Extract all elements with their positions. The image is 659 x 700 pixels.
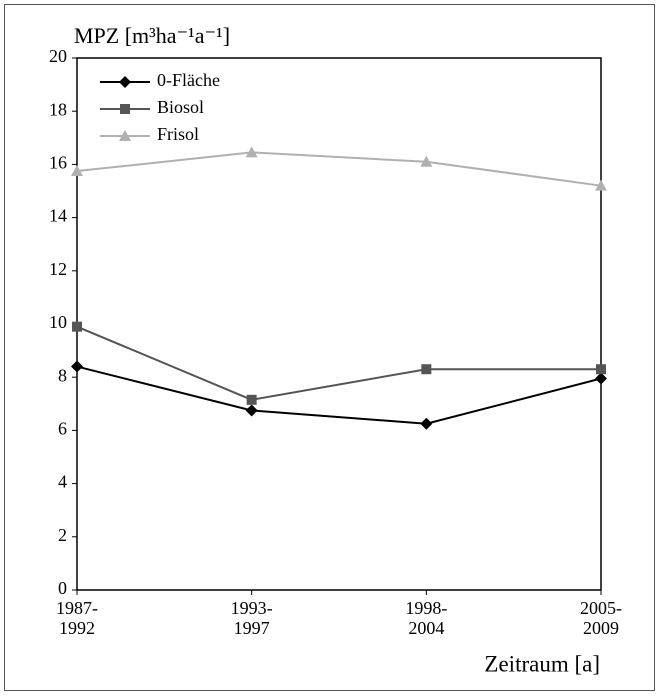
data-point: [421, 364, 432, 375]
legend-marker: [120, 104, 130, 114]
data-point: [72, 321, 82, 332]
legend-label: 0-Fläche: [157, 70, 220, 90]
y-tick-label: 12: [49, 259, 67, 279]
y-tick-label: 16: [49, 153, 67, 173]
x-tick-label: 2005-2009: [580, 598, 622, 638]
y-tick-label: 4: [58, 472, 67, 492]
legend-marker: [119, 130, 131, 141]
data-point: [420, 417, 433, 430]
frame: [4, 4, 655, 691]
data-point: [596, 364, 606, 375]
y-tick-label: 2: [58, 525, 67, 545]
data-point: [245, 146, 258, 158]
x-axis-label: Zeitraum [a]: [484, 651, 600, 676]
data-point: [245, 404, 258, 417]
y-tick-label: 10: [49, 312, 67, 332]
y-tick-label: 14: [49, 206, 67, 226]
data-point: [420, 155, 433, 167]
data-point: [595, 179, 607, 191]
data-point: [71, 165, 83, 177]
series-line: [76, 325, 601, 401]
data-point: [246, 394, 257, 405]
x-tick-label: 1998-2004: [405, 598, 447, 638]
series-line: [76, 365, 602, 425]
plot-area: [76, 57, 602, 591]
x-tick-label: 1993-1997: [231, 598, 273, 638]
y-tick-label: 0: [58, 578, 67, 598]
data-point: [595, 372, 607, 385]
legend-label: Frisol: [157, 124, 199, 144]
legend-label: Biosol: [157, 97, 204, 117]
y-tick-label: 6: [58, 419, 67, 439]
y-tick-label: 8: [58, 365, 67, 385]
data-point: [71, 360, 83, 373]
legend-marker: [119, 76, 131, 88]
y-axis-label: MPZ [m³ha⁻¹a⁻¹]: [74, 23, 230, 48]
y-tick-label: 18: [49, 99, 67, 119]
series-line: [76, 151, 602, 187]
y-tick-label: 20: [49, 46, 67, 66]
x-tick-label: 1987-1992: [56, 598, 98, 638]
